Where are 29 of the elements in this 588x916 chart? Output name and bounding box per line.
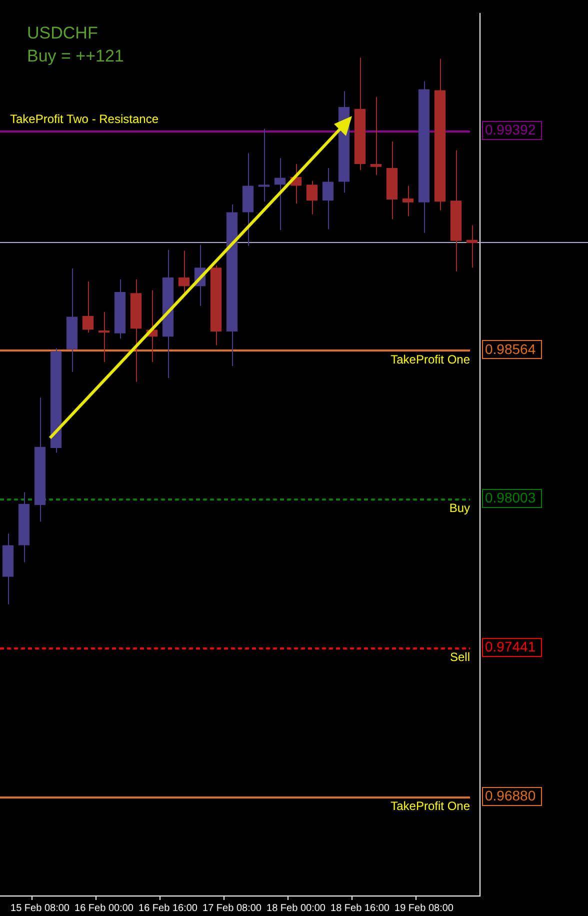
text: USDCHF [27, 24, 98, 43]
annotation: Buy = ++121 [27, 46, 124, 66]
x-tick-label: 19 Feb 08:00 [394, 902, 454, 914]
x-tick-label: 18 Feb 00:00 [266, 902, 326, 914]
candlestick [178, 250, 190, 294]
ref-line-label: Buy [449, 501, 470, 516]
candlestick [370, 96, 382, 176]
x-tick-label: 16 Feb 16:00 [138, 902, 198, 914]
ref-line-label: Sell [450, 650, 470, 664]
ref-line-label: TakeProfit One [390, 798, 470, 813]
x-tick-label: 17 Feb 08:00 [202, 902, 262, 914]
candlestick [306, 180, 318, 215]
x-tick-label: 15 Feb 08:00 [10, 902, 70, 914]
y-tick-label: 0.96880 [485, 787, 536, 804]
candlestick [274, 158, 286, 231]
candlestick [322, 167, 334, 230]
y-tick-label: 0.98003 [485, 490, 536, 506]
candlestick [82, 280, 94, 334]
x-tick-label: 18 Feb 16:00 [330, 902, 390, 914]
ref-line-label: TakeProfit Two - Resistance [10, 112, 159, 126]
y-tick-label: 0.98564 [485, 340, 536, 357]
candlestick [466, 224, 478, 268]
ref-line-label: TakeProfit One [390, 352, 470, 366]
y-tick-label: 0.99392 [485, 121, 536, 138]
candlestick [402, 185, 414, 217]
candlestick [258, 128, 270, 202]
candlestick [98, 311, 110, 363]
x-tick-label: 16 Feb 00:00 [74, 902, 134, 914]
y-tick-label: 0.97441 [485, 638, 536, 655]
